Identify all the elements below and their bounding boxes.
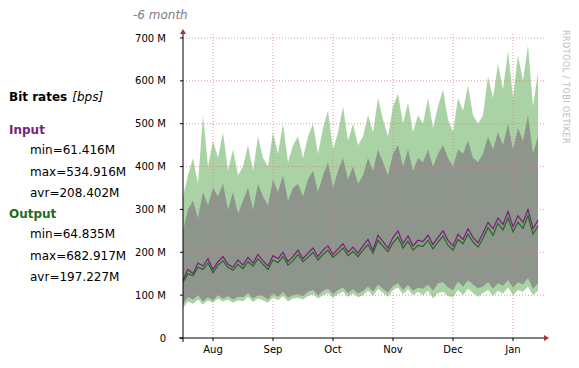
x-tick-label: Sep [264, 344, 283, 355]
grid-line [183, 166, 544, 167]
x-tick [513, 338, 514, 341]
axis-arrow [180, 29, 186, 34]
y-tick [180, 80, 183, 81]
y-tick-label: 700 M [135, 33, 166, 44]
grid-line [183, 38, 544, 39]
y-tick [180, 209, 183, 210]
background [0, 0, 579, 368]
title: -6 month [133, 8, 188, 22]
x-tick [273, 338, 274, 341]
legend-stat: min=61.416M [30, 143, 115, 157]
y-tick [180, 123, 183, 124]
grid-line [183, 252, 544, 253]
range-band [183, 45, 538, 308]
y-tick-label: 0 [160, 333, 166, 344]
y-tick [180, 166, 183, 167]
grid-line [183, 295, 544, 296]
y-tick-label: 600 M [135, 75, 166, 86]
x-tick-label: Nov [383, 344, 403, 355]
x-tick [393, 338, 394, 341]
x-tick [333, 338, 334, 341]
legend-series-name: Output [9, 207, 57, 221]
grid-line [183, 209, 544, 210]
grid-line [183, 123, 544, 124]
legend: Bit rates [bps] Input min=61.416M max=534.91… [9, 90, 126, 284]
grid-line [393, 34, 394, 338]
x-tick [213, 338, 214, 341]
legend-title: Bit rates [9, 90, 67, 104]
y-tick-label: 400 M [135, 161, 166, 172]
x-tick-label: Jan [504, 344, 520, 355]
legend-stat: avr=208.402M [30, 186, 119, 200]
y-tick [180, 295, 183, 296]
y-tick-label: 300 M [135, 204, 166, 215]
x-tick-label: Aug [203, 344, 223, 355]
legend-unit: [bps] [72, 90, 103, 104]
x-tick [453, 338, 454, 341]
legend-series-name: Input [9, 123, 45, 137]
y-tick-label: 500 M [135, 118, 166, 129]
y-tick [180, 338, 183, 339]
y-tick [180, 252, 183, 253]
legend-stat: min=64.835M [30, 227, 115, 241]
chart: -6 month RRDTOOL / TOBI OETIKER 0 100 M 200 … [0, 0, 579, 368]
grid-line [273, 34, 274, 338]
x-tick-label: Oct [324, 344, 341, 355]
y-tick-label: 100 M [135, 290, 166, 301]
grid-line [183, 80, 544, 81]
legend-stat: max=534.916M [30, 165, 126, 179]
grid-line [453, 34, 454, 338]
x-axis [179, 338, 546, 339]
y-tick [180, 38, 183, 39]
grid-line [513, 34, 514, 338]
average-line [183, 216, 538, 282]
lines [183, 209, 538, 282]
average-line [183, 209, 538, 280]
axis-arrow [544, 335, 549, 341]
x-tick-label: Dec [443, 344, 462, 355]
grid-line [333, 34, 334, 338]
legend-stat: max=682.917M [30, 249, 126, 263]
axes: 0 100 M 200 M 300 M 400 M 500 M 600 M 700 M Aug S… [135, 29, 549, 355]
y-tick-label: 200 M [135, 247, 166, 258]
watermark: RRDTOOL / TOBI OETIKER [561, 30, 570, 144]
legend-stat: avr=197.227M [30, 270, 119, 284]
grid-line [213, 34, 214, 338]
grid [183, 34, 544, 338]
plot-data [183, 45, 538, 308]
